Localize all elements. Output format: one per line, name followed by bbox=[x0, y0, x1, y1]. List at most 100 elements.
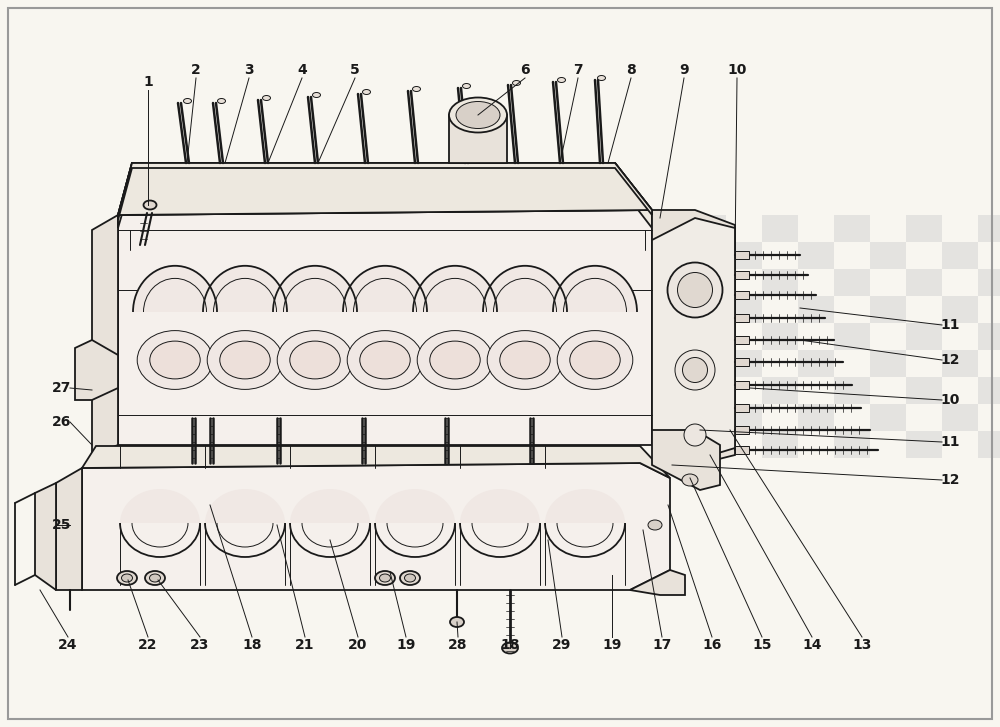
Text: a: a bbox=[324, 471, 376, 549]
Ellipse shape bbox=[558, 78, 566, 82]
Polygon shape bbox=[82, 446, 670, 478]
Polygon shape bbox=[118, 210, 652, 445]
Text: 27: 27 bbox=[52, 381, 72, 395]
Polygon shape bbox=[942, 404, 978, 431]
Text: t: t bbox=[456, 471, 494, 549]
Ellipse shape bbox=[362, 89, 370, 95]
Ellipse shape bbox=[500, 341, 550, 379]
Text: 18: 18 bbox=[500, 638, 520, 652]
Polygon shape bbox=[798, 242, 834, 269]
Polygon shape bbox=[92, 215, 118, 455]
Ellipse shape bbox=[417, 331, 493, 390]
Polygon shape bbox=[205, 489, 285, 523]
Text: 17: 17 bbox=[652, 638, 672, 652]
Ellipse shape bbox=[684, 424, 706, 446]
Ellipse shape bbox=[450, 617, 464, 627]
Bar bbox=[735, 336, 749, 344]
Polygon shape bbox=[545, 489, 625, 523]
Text: 11: 11 bbox=[940, 435, 960, 449]
Bar bbox=[735, 314, 749, 322]
Ellipse shape bbox=[598, 76, 606, 81]
Ellipse shape bbox=[137, 331, 213, 390]
Polygon shape bbox=[762, 431, 798, 458]
Bar bbox=[735, 404, 749, 412]
Ellipse shape bbox=[682, 474, 698, 486]
Bar bbox=[735, 271, 749, 279]
Text: r: r bbox=[394, 471, 436, 549]
Text: 18: 18 bbox=[242, 638, 262, 652]
Polygon shape bbox=[798, 296, 834, 323]
Ellipse shape bbox=[404, 574, 416, 582]
Polygon shape bbox=[726, 350, 762, 377]
Polygon shape bbox=[35, 483, 56, 590]
Polygon shape bbox=[726, 242, 762, 269]
Text: 10: 10 bbox=[940, 393, 960, 407]
Ellipse shape bbox=[360, 341, 410, 379]
Polygon shape bbox=[942, 242, 978, 269]
Text: 3: 3 bbox=[244, 63, 254, 77]
Polygon shape bbox=[834, 377, 870, 404]
Ellipse shape bbox=[678, 273, 712, 308]
Polygon shape bbox=[726, 404, 762, 431]
Ellipse shape bbox=[648, 520, 662, 530]
Bar bbox=[735, 251, 749, 259]
Ellipse shape bbox=[502, 643, 518, 654]
Ellipse shape bbox=[262, 95, 270, 100]
Text: 1: 1 bbox=[143, 75, 153, 89]
Polygon shape bbox=[118, 163, 652, 215]
Polygon shape bbox=[690, 215, 726, 242]
Polygon shape bbox=[290, 489, 370, 523]
Polygon shape bbox=[690, 269, 726, 296]
Text: 2: 2 bbox=[191, 63, 201, 77]
Text: p: p bbox=[266, 421, 334, 515]
Ellipse shape bbox=[277, 331, 353, 390]
Polygon shape bbox=[906, 269, 942, 296]
Ellipse shape bbox=[150, 341, 200, 379]
Polygon shape bbox=[690, 377, 726, 404]
Text: 15: 15 bbox=[752, 638, 772, 652]
Polygon shape bbox=[553, 266, 637, 312]
Ellipse shape bbox=[184, 98, 192, 103]
Polygon shape bbox=[690, 323, 726, 350]
Ellipse shape bbox=[487, 331, 563, 390]
Text: 23: 23 bbox=[190, 638, 210, 652]
Polygon shape bbox=[203, 266, 287, 312]
Ellipse shape bbox=[312, 92, 320, 97]
Ellipse shape bbox=[570, 341, 620, 379]
Ellipse shape bbox=[456, 102, 500, 129]
Bar bbox=[735, 291, 749, 299]
Polygon shape bbox=[870, 242, 906, 269]
Text: 14: 14 bbox=[802, 638, 822, 652]
Text: 19: 19 bbox=[602, 638, 622, 652]
Text: a: a bbox=[349, 418, 412, 512]
Text: 22: 22 bbox=[138, 638, 158, 652]
Polygon shape bbox=[978, 323, 1000, 350]
Text: 10: 10 bbox=[727, 63, 747, 77]
Polygon shape bbox=[906, 377, 942, 404]
Polygon shape bbox=[762, 377, 798, 404]
Text: 9: 9 bbox=[679, 63, 689, 77]
Polygon shape bbox=[942, 296, 978, 323]
Ellipse shape bbox=[512, 81, 520, 86]
Polygon shape bbox=[118, 163, 652, 215]
Ellipse shape bbox=[117, 571, 137, 585]
Text: r: r bbox=[432, 415, 484, 509]
Polygon shape bbox=[870, 404, 906, 431]
Text: 8: 8 bbox=[626, 63, 636, 77]
Polygon shape bbox=[343, 266, 427, 312]
Polygon shape bbox=[118, 163, 652, 220]
Polygon shape bbox=[834, 215, 870, 242]
Text: 26: 26 bbox=[52, 415, 72, 429]
Polygon shape bbox=[978, 377, 1000, 404]
Polygon shape bbox=[762, 269, 798, 296]
Polygon shape bbox=[978, 269, 1000, 296]
Ellipse shape bbox=[145, 571, 165, 585]
Text: 28: 28 bbox=[448, 638, 468, 652]
Polygon shape bbox=[375, 489, 455, 523]
Polygon shape bbox=[133, 266, 217, 312]
Polygon shape bbox=[762, 215, 798, 242]
Polygon shape bbox=[690, 431, 726, 458]
Polygon shape bbox=[906, 323, 942, 350]
Polygon shape bbox=[906, 215, 942, 242]
Text: S: S bbox=[125, 406, 205, 514]
